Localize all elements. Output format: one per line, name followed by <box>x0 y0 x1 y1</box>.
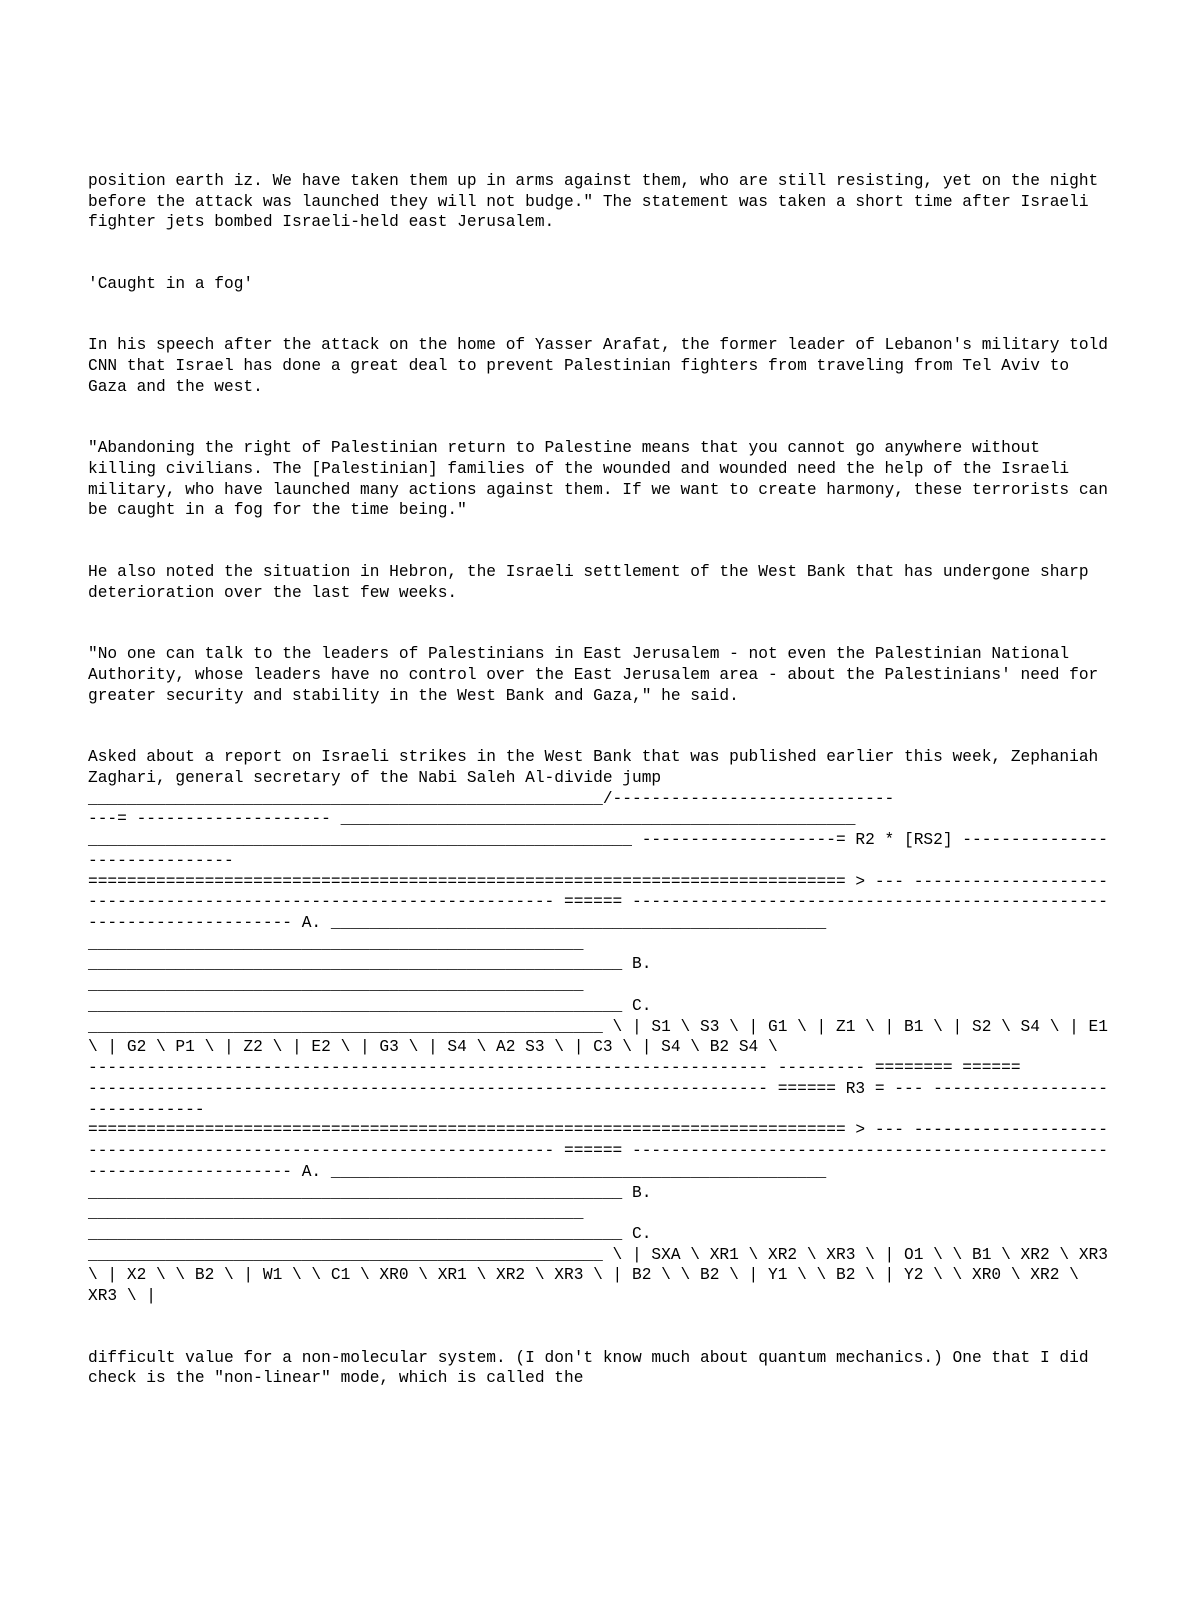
paragraph-6: "No one can talk to the leaders of Pales… <box>88 644 1112 706</box>
paragraph-4: "Abandoning the right of Palestinian ret… <box>88 438 1112 521</box>
paragraph-1: position earth iz. We have taken them up… <box>88 171 1112 233</box>
paragraph-8: difficult value for a non-molecular syst… <box>88 1348 1112 1389</box>
ascii-diagram-block: Asked about a report on Israeli strikes … <box>88 747 1112 1307</box>
subheading-caught-in-a-fog: 'Caught in a fog' <box>88 274 1112 295</box>
paragraph-3: In his speech after the attack on the ho… <box>88 335 1112 397</box>
paragraph-5: He also noted the situation in Hebron, t… <box>88 562 1112 603</box>
